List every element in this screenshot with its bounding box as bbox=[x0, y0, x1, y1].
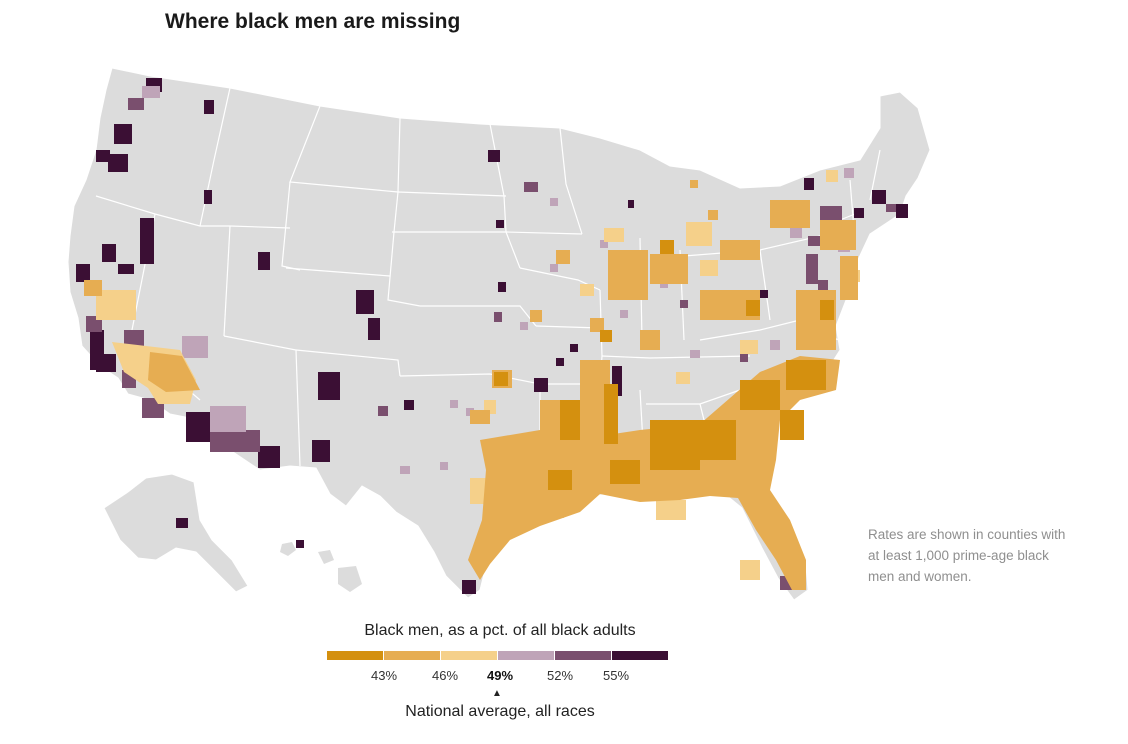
legend-tick-52: 52% bbox=[546, 668, 574, 683]
legend-tick-49: 49% bbox=[486, 668, 514, 683]
legend-swatch bbox=[555, 651, 612, 660]
county-fills-orange bbox=[84, 180, 858, 590]
legend-tick-46: 46% bbox=[431, 668, 459, 683]
legend-swatch bbox=[498, 651, 555, 660]
county-fills-deeporange bbox=[494, 240, 834, 490]
legend-swatch bbox=[384, 651, 441, 660]
hawaii-land bbox=[280, 542, 362, 592]
note-text: Rates are shown in counties with at leas… bbox=[868, 527, 1066, 584]
legend-swatch bbox=[441, 651, 498, 660]
legend-swatch bbox=[612, 651, 669, 660]
alaska-land bbox=[103, 473, 249, 593]
legend-swatch bbox=[327, 651, 384, 660]
legend-color-bar bbox=[327, 651, 669, 660]
legend-tick-55: 55% bbox=[602, 668, 630, 683]
legend-title: Black men, as a pct. of all black adults bbox=[364, 622, 636, 639]
county-fills-dark bbox=[76, 78, 908, 594]
national-average-label: National average, all races bbox=[405, 703, 595, 720]
legend-tick-43: 43% bbox=[370, 668, 398, 683]
page-title: Where black men are missing bbox=[165, 10, 461, 33]
national-average-marker-icon: ▲ bbox=[492, 688, 502, 699]
